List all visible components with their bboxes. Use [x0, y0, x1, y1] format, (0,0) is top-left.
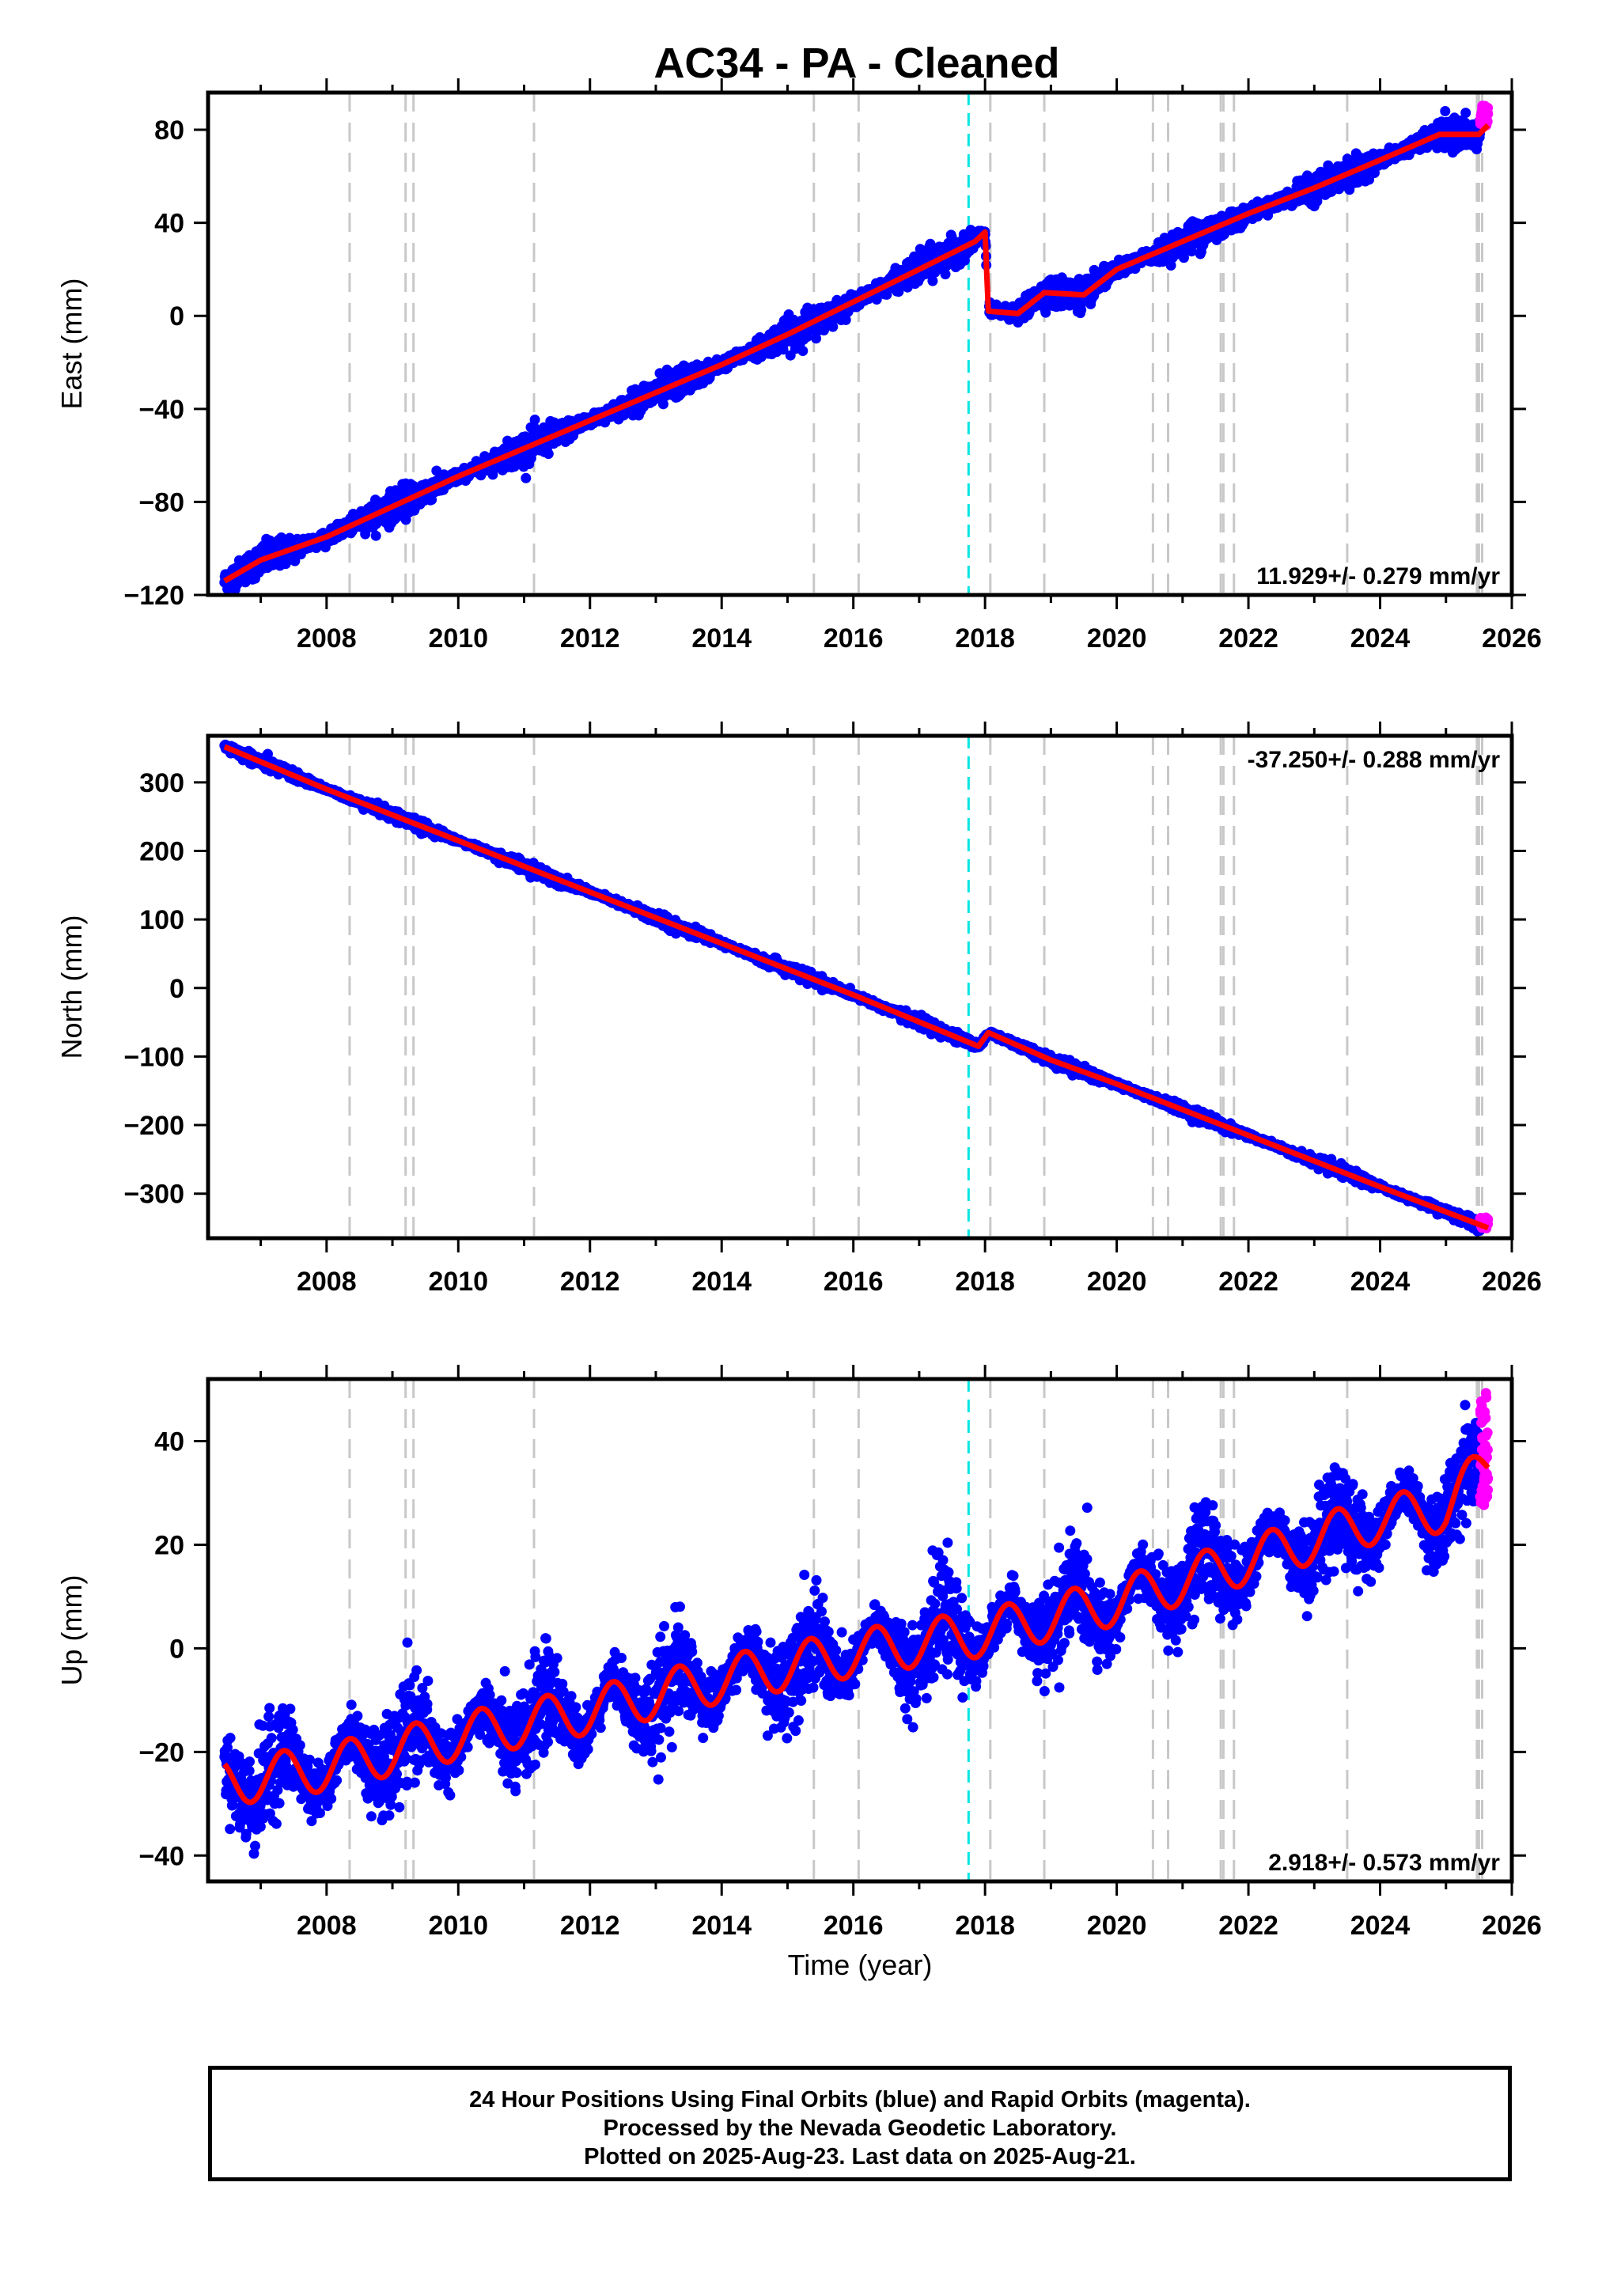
plot-area-north	[219, 736, 1494, 1238]
x-tick-label: 2026	[1482, 1267, 1542, 1297]
x-tick-label: 2020	[1087, 1911, 1147, 1941]
y-tick-label: 0	[169, 1634, 184, 1664]
y-tick-label: 20	[154, 1530, 184, 1560]
velocity-label: -37.250+/- 0.288 mm/yr	[1248, 747, 1501, 773]
x-tick-label: 2010	[428, 623, 488, 654]
y-tick-label: −120	[123, 581, 184, 611]
panel-north: 2008 2010 2012 2014 2016 2018 2020 2022 2024 2026…	[55, 722, 1542, 1297]
footer-line-dates: Plotted on 2025-Aug-23. Last data on 202…	[584, 2144, 1136, 2169]
x-tick-label: 2012	[560, 1267, 620, 1297]
x-tick-label: 2008	[297, 623, 357, 654]
rapid-orbit-points	[1475, 1388, 1494, 1510]
x-axis-label: Time (year)	[788, 1949, 933, 1981]
x-tick-label: 2016	[824, 1267, 884, 1297]
velocity-label: 11.929+/- 0.279 mm/yr	[1256, 563, 1500, 589]
model-fit-line	[222, 1453, 1490, 1805]
y-tick-label: 200	[139, 837, 184, 867]
x-tick-label: 2012	[560, 1911, 620, 1941]
y-tick-label: −100	[123, 1042, 184, 1072]
y-tick-label: −20	[138, 1737, 184, 1767]
final-orbit-points	[219, 1400, 1486, 1859]
x-tick-label: 2024	[1350, 623, 1411, 654]
final-orbit-points	[219, 739, 1486, 1237]
x-tick-label: 2022	[1218, 1911, 1278, 1941]
footer-line-processor: Processed by the Nevada Geodetic Laborat…	[603, 2116, 1117, 2141]
x-tick-label: 2024	[1350, 1911, 1411, 1941]
chart-panels: 2008 2010 2012 2014 2016 2018 2020 2022 2024 2026…	[55, 78, 1542, 1981]
y-axis-label: North (mm)	[55, 915, 88, 1059]
x-tick-label: 2018	[955, 1267, 1015, 1297]
model-fit-line	[222, 123, 1490, 584]
x-tick-label: 2018	[955, 1911, 1015, 1941]
panel-frame	[206, 90, 1514, 597]
velocity-label: 2.918+/- 0.573 mm/yr	[1268, 1850, 1500, 1876]
x-tick-label: 2022	[1218, 1267, 1278, 1297]
chart-title: AC34 - PA - Cleaned	[653, 40, 1059, 87]
footer-line-orbits: 24 Hour Positions Using Final Orbits (bl…	[469, 2087, 1251, 2112]
y-tick-label: −80	[138, 487, 184, 517]
y-axis-label: East (mm)	[55, 278, 88, 410]
x-tick-label: 2010	[428, 1911, 488, 1941]
x-tick-label: 2014	[691, 623, 752, 654]
panel-east: 2008 2010 2012 2014 2016 2018 2020 2022 2024 2026…	[55, 78, 1542, 654]
x-tick-label: 2016	[824, 1911, 884, 1941]
y-tick-label: 0	[169, 974, 184, 1004]
x-tick-label: 2014	[691, 1911, 752, 1941]
y-tick-label: −40	[138, 395, 184, 425]
x-tick-label: 2008	[297, 1267, 357, 1297]
x-tick-label: 2018	[955, 623, 1015, 654]
final-orbit-points	[219, 106, 1486, 595]
x-tick-label: 2010	[428, 1267, 488, 1297]
x-tick-label: 2008	[297, 1911, 357, 1941]
x-tick-label: 2024	[1350, 1267, 1411, 1297]
y-tick-label: 80	[154, 116, 184, 146]
y-tick-label: −200	[123, 1111, 184, 1141]
x-tick-label: 2012	[560, 623, 620, 654]
x-tick-label: 2016	[824, 623, 884, 654]
y-axis-label: Up (mm)	[55, 1575, 88, 1686]
rapid-orbit-points	[1475, 100, 1494, 131]
x-tick-label: 2026	[1482, 623, 1542, 654]
x-tick-label: 2022	[1218, 623, 1278, 654]
x-tick-label: 2020	[1087, 623, 1147, 654]
y-tick-label: 300	[139, 768, 184, 798]
plot-area-up	[219, 1379, 1494, 1881]
rapid-orbit-points	[1475, 1212, 1494, 1233]
y-tick-label: −40	[138, 1841, 184, 1871]
panel-up: 2008 2010 2012 2014 2016 2018 2020 2022 2024 2026…	[55, 1365, 1542, 1941]
model-fit-line	[222, 744, 1490, 1231]
y-tick-label: 0	[169, 301, 184, 332]
y-tick-label: −300	[123, 1180, 184, 1210]
y-tick-label: 100	[139, 905, 184, 935]
x-tick-label: 2026	[1482, 1911, 1542, 1941]
plot-area-east	[219, 93, 1494, 595]
x-tick-label: 2020	[1087, 1267, 1147, 1297]
processing-info-box: 24 Hour Positions Using Final Orbits (bl…	[208, 2066, 1512, 2181]
panel-frame	[206, 1377, 1514, 1884]
x-tick-label: 2014	[691, 1267, 752, 1297]
y-tick-label: 40	[154, 209, 184, 239]
y-tick-label: 40	[154, 1427, 184, 1457]
